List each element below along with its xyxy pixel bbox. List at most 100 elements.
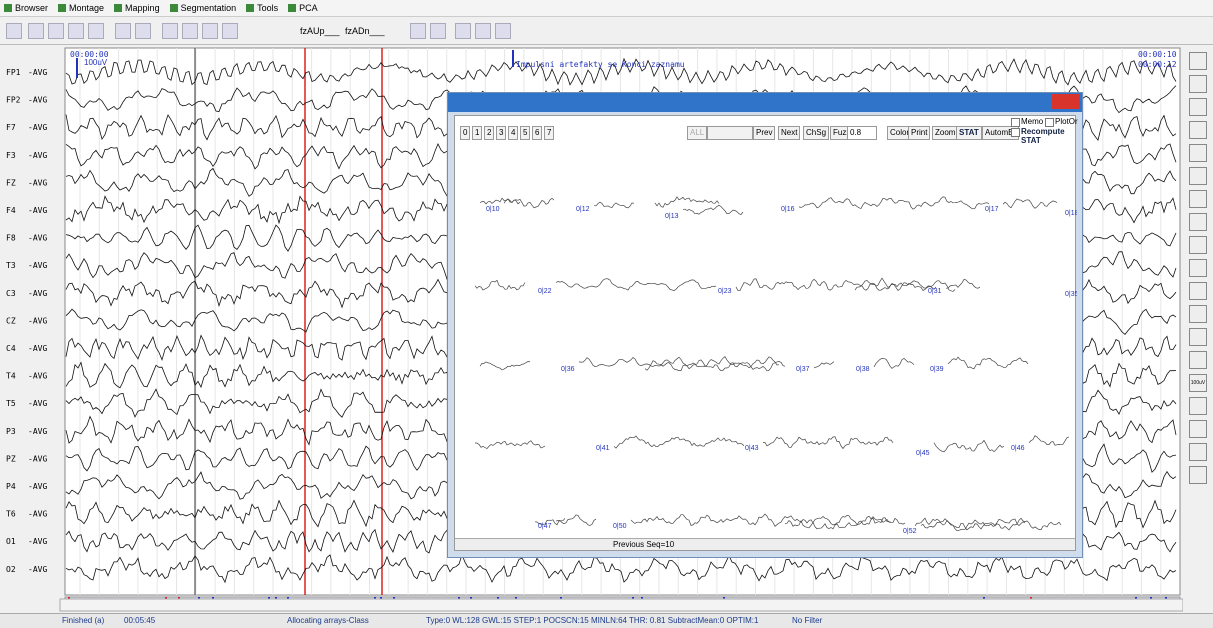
dialog-button[interactable]: Zoom: [932, 126, 958, 140]
segment-trace: [915, 518, 1025, 530]
segment-plot: 0|100|120|130|160|170|180|220|230|310|35…: [455, 146, 1077, 556]
channel-name: F7: [6, 123, 16, 132]
nav-arrows[interactable]: [707, 126, 753, 140]
channel-name: P4: [6, 482, 16, 491]
channel-name: T6: [6, 510, 16, 519]
segment-trace: [946, 279, 980, 288]
segment-label: 0|38: [856, 366, 870, 373]
status-field: 00:05:45: [124, 616, 155, 625]
tool-button[interactable]: [1189, 397, 1207, 415]
tool-button[interactable]: [1189, 167, 1207, 185]
tool-button[interactable]: [1189, 351, 1207, 369]
segment-label: 0|23: [718, 288, 732, 295]
tool-button[interactable]: [1189, 213, 1207, 231]
segment-label: 0|22: [538, 288, 552, 295]
tool-button[interactable]: [1189, 144, 1207, 162]
class-button[interactable]: 6: [532, 126, 542, 140]
tool-button[interactable]: [1189, 236, 1207, 254]
segment-trace: [480, 362, 530, 370]
tool-button[interactable]: [1189, 98, 1207, 116]
toolbar-button[interactable]: fzAUp___: [300, 26, 340, 36]
channel-name: C4: [6, 344, 16, 353]
tool-button[interactable]: [1189, 121, 1207, 139]
close-button[interactable]: [1052, 94, 1080, 109]
menu-icon: [114, 4, 122, 12]
segment-trace: [948, 357, 1028, 369]
class-button[interactable]: 5: [520, 126, 530, 140]
segment-label: 0|12: [576, 206, 590, 213]
tool-button[interactable]: [1189, 75, 1207, 93]
menu-item[interactable]: Segmentation: [170, 3, 237, 13]
right-toolbar: 100uV: [1183, 48, 1213, 489]
tool-button[interactable]: [1189, 466, 1207, 484]
channel-ref: -AVG: [28, 68, 47, 77]
tool-button[interactable]: [1189, 190, 1207, 208]
class-button[interactable]: 3: [496, 126, 506, 140]
menu-item[interactable]: Browser: [4, 3, 48, 13]
menu-item[interactable]: Montage: [58, 3, 104, 13]
segment-label: 0|46: [1011, 445, 1025, 452]
toolbar-button[interactable]: fzADn___: [345, 26, 385, 36]
tool-button[interactable]: [1189, 52, 1207, 70]
segment-label: 0|16: [781, 206, 795, 213]
scale-label: 100uV: [84, 58, 108, 67]
dialog-button[interactable]: Print: [908, 126, 930, 140]
segment-label: 0|50: [613, 523, 627, 530]
channel-name: T5: [6, 399, 16, 408]
class-button[interactable]: 4: [508, 126, 518, 140]
channel-name: O1: [6, 537, 16, 546]
time-end-2: 00:00:12: [1138, 60, 1177, 69]
channel-ref: -AVG: [28, 372, 47, 381]
checkbox[interactable]: [1045, 118, 1054, 127]
class-button[interactable]: 7: [544, 126, 554, 140]
segment-trace: [504, 198, 554, 208]
menu-label: Segmentation: [181, 3, 237, 13]
channel-name: FZ: [6, 178, 16, 187]
segment-trace: [1029, 436, 1069, 446]
checkbox[interactable]: [1011, 128, 1020, 137]
channel-name: T3: [6, 261, 16, 270]
class-button[interactable]: 2: [484, 126, 494, 140]
segment-trace: [556, 515, 596, 526]
segment-dialog: 01234567ALLPrevNextChSgFuzzy0.8ColorPrin…: [447, 92, 1083, 558]
segment-label: 0|41: [596, 445, 610, 452]
tool-button[interactable]: 100uV: [1189, 374, 1207, 392]
class-button[interactable]: 0: [460, 126, 470, 140]
menu-icon: [170, 4, 178, 12]
checkbox-label: Recompute STAT: [1021, 127, 1075, 145]
class-button[interactable]: 1: [472, 126, 482, 140]
segment-trace: [579, 357, 779, 368]
checkbox[interactable]: [1011, 118, 1020, 127]
status-field: Type:0 WL:128 GWL:15 STEP:1 POCSCN:15 MI…: [426, 616, 758, 625]
tool-button[interactable]: [1189, 328, 1207, 346]
segment-label: 0|43: [745, 445, 759, 452]
segment-trace: [1003, 199, 1057, 208]
tool-button[interactable]: [1189, 443, 1207, 461]
segment-label: 0|45: [916, 450, 930, 457]
dialog-button[interactable]: STAT: [956, 126, 982, 140]
menu-item[interactable]: Mapping: [114, 3, 160, 13]
channel-ref: -AVG: [28, 289, 47, 298]
all-button[interactable]: ALL: [687, 126, 707, 140]
menu-icon: [288, 4, 296, 12]
menu-item[interactable]: Tools: [246, 3, 278, 13]
channel-name: T4: [6, 372, 16, 381]
tool-button[interactable]: [1189, 305, 1207, 323]
channel-ref: -AVG: [28, 399, 47, 408]
tool-button[interactable]: [1189, 420, 1207, 438]
threshold-select[interactable]: 0.8: [847, 126, 877, 140]
menu-item[interactable]: PCA: [288, 3, 318, 13]
menu-icon: [246, 4, 254, 12]
dialog-button[interactable]: ChSg: [803, 126, 829, 140]
segment-label: 0|35: [1065, 291, 1077, 298]
segment-label: 0|39: [930, 366, 944, 373]
segment-trace: [655, 197, 719, 207]
menu-label: Montage: [69, 3, 104, 13]
status-field: Finished (a): [62, 616, 104, 625]
dialog-status-text: Previous Seq=10: [613, 540, 674, 549]
dialog-button[interactable]: Next: [778, 126, 800, 140]
channel-ref: -AVG: [28, 482, 47, 491]
dialog-button[interactable]: Prev: [753, 126, 775, 140]
tool-button[interactable]: [1189, 259, 1207, 277]
tool-button[interactable]: [1189, 282, 1207, 300]
